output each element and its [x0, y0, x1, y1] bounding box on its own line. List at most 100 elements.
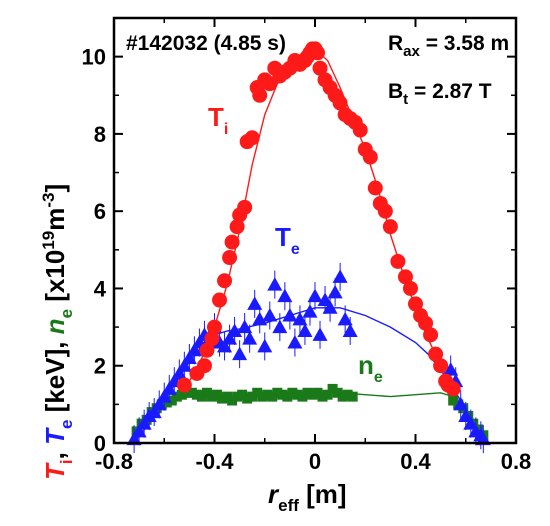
y-label-kev: [keV], — [40, 334, 70, 419]
point-ne-35 — [307, 389, 318, 400]
rax-annotation: Rax = 3.58 m — [388, 32, 509, 60]
point-ne-12 — [191, 389, 202, 400]
point-ne-16 — [212, 389, 223, 400]
x-label-sub: eff — [278, 496, 299, 515]
ti-series-label: Ti — [208, 102, 228, 138]
point-Ti-3 — [199, 342, 215, 358]
point-Ti-31 — [312, 60, 328, 76]
shot-annotation: #142032 (4.85 s) — [126, 32, 286, 55]
point-Ti-8 — [222, 250, 238, 266]
point-Ti-5 — [207, 319, 222, 335]
point-Ti-12 — [237, 199, 253, 215]
point-ne-7 — [166, 395, 177, 406]
rax-value: = 3.58 m — [420, 32, 509, 55]
te-label-sub: e — [291, 241, 300, 258]
point-Te-46 — [453, 396, 469, 411]
ti-label-main: T — [208, 102, 224, 132]
y-label-te-sub: e — [57, 420, 76, 429]
point-Te-36 — [307, 288, 323, 303]
x-label-unit: [m] — [299, 479, 347, 509]
y-label-unit-exp2: -3 — [39, 193, 58, 208]
point-ne-15 — [206, 391, 217, 402]
point-Te-31 — [282, 308, 298, 322]
point-Ti-47 — [397, 269, 413, 285]
point-Ti-10 — [229, 219, 245, 235]
point-ne-13 — [196, 391, 207, 402]
point-Te-20 — [227, 323, 243, 337]
y-label-unit-exp: 19 — [39, 231, 58, 250]
point-Te-39 — [322, 300, 338, 314]
point-Te-30 — [277, 288, 293, 303]
point-Ti-35 — [332, 95, 348, 111]
point-ne-28 — [272, 387, 283, 398]
point-Te-22 — [237, 319, 253, 334]
point-ne-9 — [176, 389, 187, 400]
point-ne-27 — [267, 391, 278, 402]
x-label-main: r — [268, 479, 280, 509]
point-Ti-54 — [433, 358, 449, 374]
x-tick-label-1: -0.4 — [196, 449, 235, 474]
rax-subscript: ax — [403, 43, 420, 60]
point-Te-27 — [262, 308, 278, 322]
ti-label-sub: i — [224, 121, 228, 138]
point-Te-40 — [327, 284, 343, 299]
y-tick-label-2: 4 — [94, 276, 107, 301]
point-Te-33 — [292, 311, 308, 326]
point-Te-12 — [186, 342, 202, 357]
point-Te-32 — [287, 335, 303, 349]
point-Ti-52 — [423, 327, 439, 343]
point-Ti-53 — [428, 346, 444, 362]
point-Te-34 — [297, 323, 313, 337]
point-ne-39 — [327, 383, 338, 394]
point-ne-38 — [322, 389, 333, 400]
point-Te-7 — [161, 381, 177, 395]
point-Ti-4 — [204, 331, 220, 347]
point-ne-42 — [342, 389, 353, 400]
point-Te-42 — [337, 311, 353, 326]
bt-subscript: t — [403, 91, 408, 108]
point-Ti-57 — [445, 381, 461, 397]
y-tick-label-0: 0 — [94, 431, 106, 456]
y-label-ne-sub: e — [57, 309, 76, 318]
point-Te-21 — [232, 346, 248, 361]
point-Te-28 — [267, 277, 283, 291]
y-label-comma: , — [40, 445, 70, 459]
point-Te-18 — [217, 338, 233, 353]
point-Te-43 — [342, 323, 358, 337]
y-label-unit-a: [x10 — [40, 250, 70, 309]
point-ne-31 — [287, 387, 298, 398]
point-Ti-39 — [352, 122, 368, 138]
point-Ti-51 — [418, 315, 434, 331]
point-Ti-7 — [217, 273, 233, 289]
point-Ti-14 — [244, 130, 260, 146]
point-ne-32 — [292, 389, 303, 400]
point-Ti-2 — [196, 358, 212, 374]
point-ne-36 — [312, 387, 323, 398]
point-Ti-9 — [224, 234, 240, 250]
point-Te-4 — [146, 404, 162, 419]
y-tick-label-4: 8 — [94, 122, 106, 147]
fit-curve-2 — [133, 392, 487, 440]
point-ne-18 — [222, 391, 233, 402]
ne-series-label: ne — [358, 350, 383, 386]
x-tick-label-3: 0.4 — [400, 449, 431, 474]
point-ne-20 — [232, 391, 243, 402]
point-Te-10 — [176, 358, 192, 372]
point-ne-44 — [448, 395, 459, 406]
point-Te-44 — [443, 362, 459, 376]
y-label-unit-b: m — [40, 208, 70, 231]
point-ne-43 — [347, 391, 358, 402]
point-ne-33 — [297, 391, 308, 402]
ne-label-sub: e — [374, 369, 383, 386]
y-label-te: T — [40, 427, 70, 445]
point-ne-23 — [247, 391, 258, 402]
point-Te-41 — [332, 269, 348, 283]
axis-ticks: -0.8 -0.4 0 0.4 0.8 0 2 4 6 8 10 — [82, 17, 532, 474]
x-tick-label-4: 0.8 — [501, 449, 532, 474]
bt-value: = 2.87 T — [408, 80, 492, 103]
x-tick-label-2: 0 — [309, 449, 321, 474]
y-tick-label-3: 6 — [94, 199, 106, 224]
point-Ti-41 — [362, 149, 378, 165]
point-ne-24 — [252, 387, 263, 398]
